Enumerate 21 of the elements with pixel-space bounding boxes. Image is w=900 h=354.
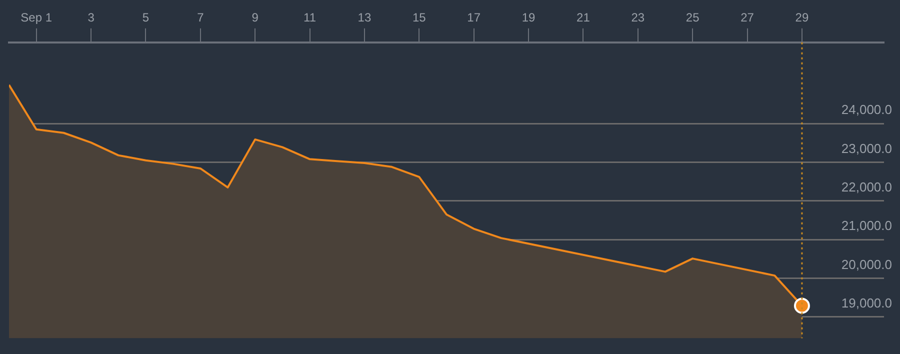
x-tick-label: 3	[88, 10, 95, 25]
y-tick-label: 19,000.0	[841, 296, 892, 311]
x-tick-label: 29	[795, 10, 809, 25]
x-tick-label: 23	[631, 10, 645, 25]
y-tick-label: 22,000.0	[841, 180, 892, 195]
x-tick-label: 27	[740, 10, 754, 25]
x-tick-label: 7	[197, 10, 204, 25]
x-tick-label: 9	[252, 10, 259, 25]
x-tick-label: Sep 1	[20, 10, 52, 25]
x-tick-label: 15	[412, 10, 426, 25]
x-tick-label: 13	[358, 10, 372, 25]
x-tick-label: 5	[142, 10, 150, 25]
y-tick-label: 21,000.0	[841, 218, 892, 234]
y-tick-label: 23,000.0	[841, 140, 892, 156]
y-tick-label: 24,000.0	[841, 102, 892, 118]
x-tick-label: 21	[576, 10, 590, 25]
y-tick-label: 20,000.0	[841, 256, 892, 272]
x-tick-label: 19	[522, 10, 536, 25]
x-tick-label: 17	[467, 10, 481, 25]
x-tick-label: 11	[304, 10, 316, 25]
x-tick-label: 25	[686, 10, 700, 25]
